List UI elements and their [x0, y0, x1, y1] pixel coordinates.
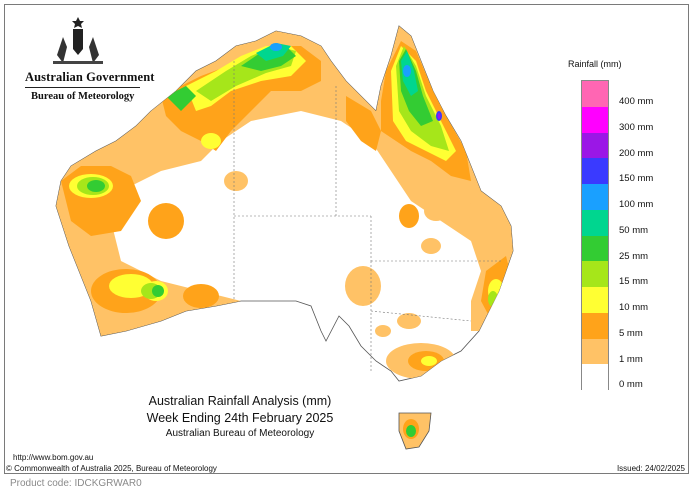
- coat-of-arms-icon: [53, 17, 103, 64]
- legend-swatch: [582, 364, 608, 390]
- legend-swatch: [582, 287, 608, 313]
- legend-label: 150 mm: [619, 173, 654, 185]
- legend-swatch: [582, 81, 608, 107]
- map-subtitle: Week Ending 24th February 2025: [146, 411, 334, 425]
- legend-swatch: [582, 209, 608, 236]
- issued-date: Issued: 24/02/2025: [616, 464, 685, 473]
- legend-swatch: [582, 338, 608, 365]
- legend-label: 50 mm: [619, 224, 649, 236]
- bureau-name: Bureau of Meteorology: [31, 91, 135, 102]
- legend-color-scale: [581, 80, 609, 390]
- legend-swatch: [582, 106, 608, 133]
- map-source: Australian Bureau of Meteorology: [165, 428, 315, 439]
- legend-label: 200 mm: [619, 147, 654, 159]
- map-title: Australian Rainfall Analysis (mm): [148, 394, 332, 408]
- legend-label: 1 mm: [619, 353, 643, 365]
- map-frame: Australian Government Bureau of Meteorol…: [4, 4, 689, 474]
- legend-label: 25 mm: [619, 250, 649, 262]
- rainfall-fills: [56, 26, 513, 379]
- legend-label: 5 mm: [619, 327, 643, 339]
- legend-label: 300 mm: [619, 121, 654, 133]
- product-code: Product code: IDCKGRWAR0: [10, 478, 142, 489]
- state-borders: [233, 61, 501, 371]
- header-divider: [25, 87, 140, 88]
- legend-swatch: [582, 261, 608, 287]
- map-title-block: Australian Rainfall Analysis (mm) Week E…: [5, 394, 385, 439]
- legend-swatch: [582, 312, 608, 339]
- legend-label: 10 mm: [619, 302, 649, 313]
- legend-swatch: [582, 235, 608, 262]
- legend-label: 100 mm: [619, 199, 654, 210]
- legend-label: 15 mm: [619, 276, 649, 288]
- legend-swatch: [582, 132, 608, 159]
- rainfall-map: [55, 25, 514, 450]
- legend-swatch: [582, 158, 608, 184]
- bom-link[interactable]: http://www.bom.gov.au: [13, 453, 94, 462]
- legend-label: 400 mm: [619, 96, 654, 107]
- government-name: Australian Government: [25, 70, 155, 84]
- legend-swatch: [582, 184, 608, 210]
- legend-title: Rainfall (mm): [568, 59, 622, 69]
- legend-label: 0 mm: [619, 379, 643, 391]
- copyright-text: © Commonwealth of Australia 2025, Bureau…: [6, 464, 217, 473]
